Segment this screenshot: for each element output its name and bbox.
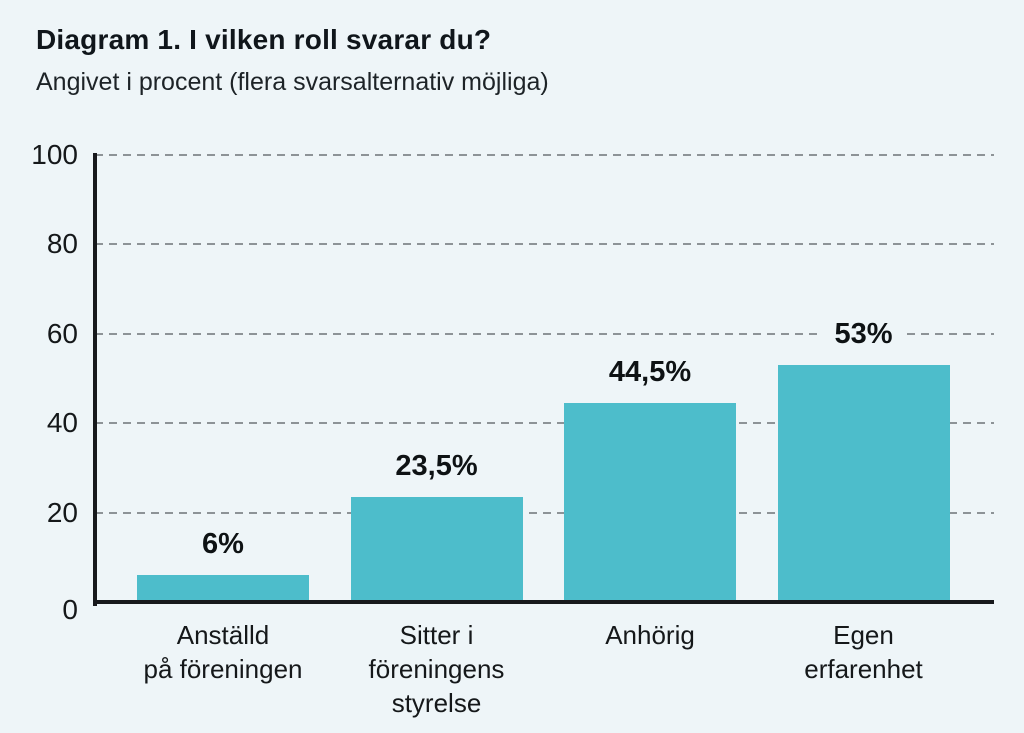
y-axis-line [93,153,97,606]
bar-value-label-3: 44,5% [596,356,704,390]
x-axis-category-label-1: Anställd på föreningen [143,620,303,684]
y-axis-tick-0: 0 [62,594,78,625]
x-axis-category-label-4: Egen erfarenhet [804,620,923,684]
bar-3 [564,403,736,602]
y-axis-tick-20: 20 [46,496,78,528]
y-axis-tick-100: 100 [31,139,78,170]
gridline-100 [95,154,994,156]
gridline-80 [95,243,994,246]
bar-value-label-2: 23,5% [383,449,490,483]
bar-4 [777,365,950,602]
y-axis-tick-60: 60 [46,317,78,349]
bar-value-label-1: 6% [190,528,256,562]
chart-subtitle: Angivet i procent (flera svarsalternativ… [36,68,549,96]
gridline-40 [95,422,994,425]
x-axis-category-label-2: Sitter i föreningens styrelse [368,620,505,718]
y-axis-tick-40: 40 [46,407,78,439]
bar-2 [350,496,523,602]
bar-value-label-4: 53% [822,318,905,352]
x-axis-line [93,600,994,604]
y-axis-tick-80: 80 [46,228,78,260]
gridline-20 [95,511,994,514]
x-axis-category-label-3: Anhörig [605,620,695,650]
chart-title: Diagram 1. I vilken roll svarar du? [36,24,492,55]
gridline-60 [95,332,994,335]
bar-1 [137,575,309,602]
